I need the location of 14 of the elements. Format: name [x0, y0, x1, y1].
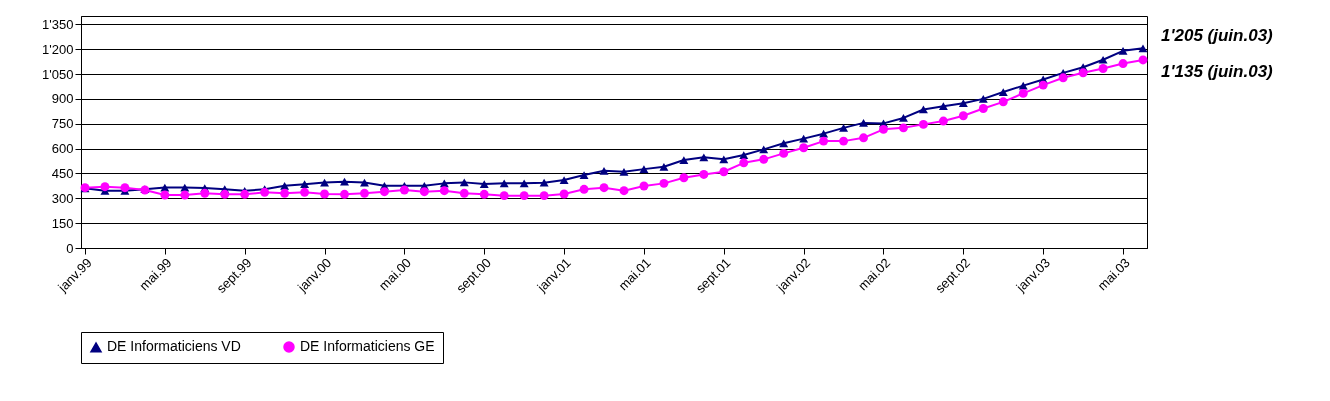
y-tick-label: 600 — [51, 141, 74, 157]
text: 1'205 (juin.03) — [1161, 26, 1274, 45]
y-tick-label: 450 — [51, 165, 74, 181]
legend-label: DE Informaticiens VD — [107, 338, 241, 355]
legend-label: DE Informaticiens GE — [300, 338, 435, 354]
y-tick-label: 900 — [51, 91, 74, 107]
y-tick-label: 1'350 — [42, 16, 74, 32]
y-tick-label: 1'200 — [42, 41, 74, 57]
y-tick-label: 0 — [66, 240, 74, 256]
text: 1'135 (juin.03) — [1161, 62, 1274, 81]
y-tick-label: 300 — [51, 190, 74, 206]
y-tick-label: 750 — [51, 116, 74, 132]
y-tick-label: 150 — [51, 215, 74, 231]
y-tick-label: 1'050 — [42, 66, 74, 82]
